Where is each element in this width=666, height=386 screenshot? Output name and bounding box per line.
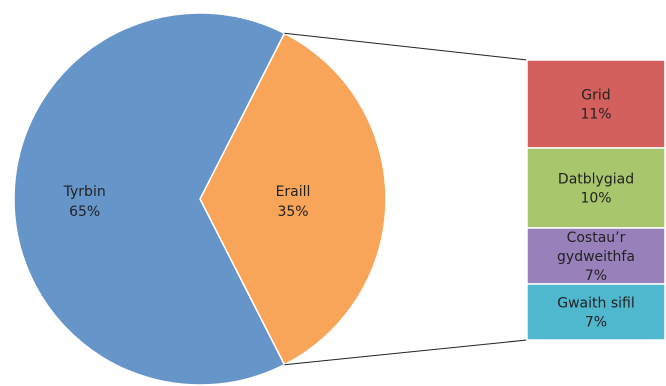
- pie: [13, 12, 387, 386]
- bar-segment-gwaith-sifil: [526, 283, 666, 341]
- pie-slice-tyrbin: [13, 12, 286, 386]
- pie-value-eraill: 35%: [277, 204, 308, 220]
- connector-lines: [284, 32, 528, 366]
- bar-label-datblygiad-0: Datblygiad: [558, 172, 634, 188]
- bar-segment-grid: [526, 59, 666, 149]
- pie-label-tyrbin: Tyrbin: [63, 184, 106, 200]
- bar-value-grid: 11%: [580, 107, 611, 123]
- connector-line-top: [284, 32, 528, 61]
- bar-value-gwaith-sifil: 7%: [585, 315, 607, 331]
- pie-value-tyrbin: 65%: [69, 204, 100, 220]
- bar-segment-datblygiad: [526, 147, 666, 229]
- pie-label-eraill: Eraill: [276, 184, 311, 200]
- bar-label-costau-r-gydweithfa-0: Costau’r: [567, 230, 626, 246]
- connector-line-bottom: [284, 339, 528, 366]
- bar-label-grid-0: Grid: [581, 88, 610, 104]
- bar-label-gwaith-sifil-0: Gwaith sifil: [557, 296, 634, 312]
- bar-value-datblygiad: 10%: [580, 191, 611, 207]
- data-labels: Eraill 35% Tyrbin 65% Grid 11% Datblygiad 10% Co…: [63, 88, 635, 331]
- bar-label-costau-r-gydweithfa-1: gydweithfa: [557, 249, 635, 265]
- stacked-bar: [526, 59, 666, 341]
- pie-slice-eraill: [199, 32, 387, 366]
- bar-value-costau-r-gydweithfa: 7%: [585, 268, 607, 284]
